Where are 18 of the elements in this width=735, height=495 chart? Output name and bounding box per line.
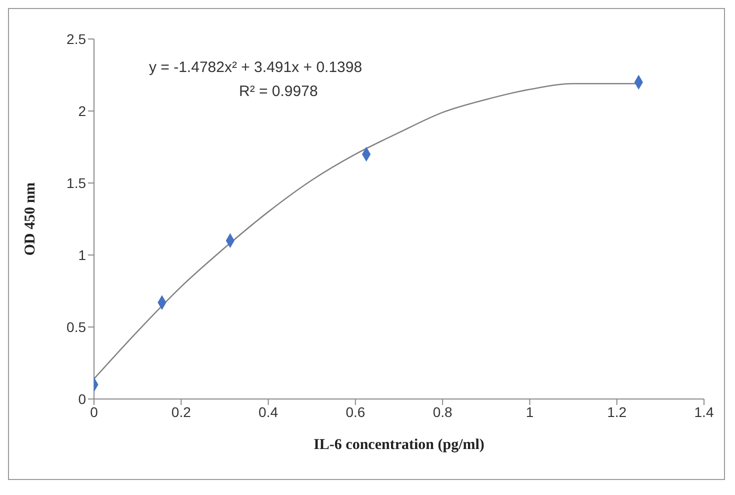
annotation: y = -1.4782x² + 3.491x + 0.1398 [149,59,362,76]
y-tick-label: 2.5 [66,30,86,47]
annotation: R² = 0.9978 [239,83,318,100]
x-tick-label: 1 [526,404,534,420]
x-tick-label: 0 [90,404,98,420]
x-tick-label: 0.6 [346,404,366,420]
y-tick-label: 1.5 [66,174,86,191]
x-tick-label: 1.4 [694,404,714,420]
y-tick-label: 1 [78,246,86,263]
y-axis-title: OD 450 nm [22,182,38,256]
x-axis-title: IL-6 concentration (pg/ml) [314,437,484,453]
x-tick-label: 1.2 [607,404,627,420]
y-tick-label: 2 [78,102,86,119]
x-tick-label: 0.4 [258,404,278,420]
y-tick-label: 0 [78,390,86,407]
x-tick-label: 0.8 [432,404,453,420]
y-tick-label: 0.5 [66,318,86,335]
x-tick-label: 0.2 [171,404,192,420]
